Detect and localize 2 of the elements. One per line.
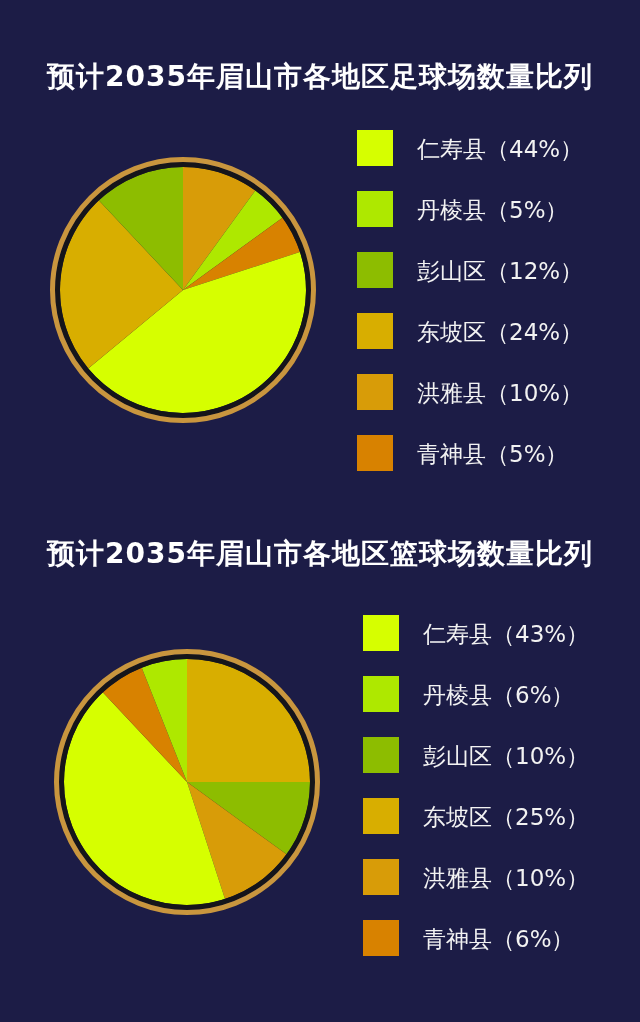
title: 预计2035年眉山市各地区足球场数量比列 bbox=[47, 60, 593, 93]
title: 预计2035年眉山市各地区篮球场数量比列 bbox=[47, 537, 593, 570]
